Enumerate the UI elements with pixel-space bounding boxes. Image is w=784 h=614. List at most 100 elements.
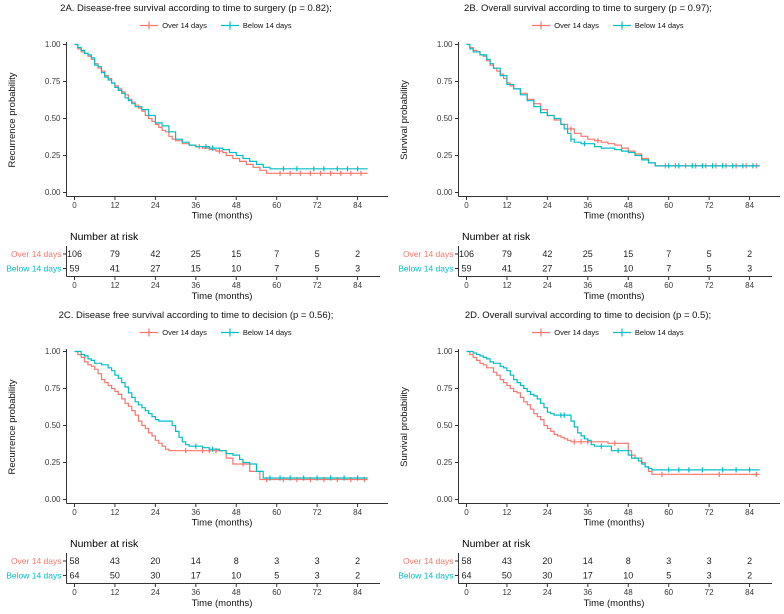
svg-text:0.25: 0.25: [45, 151, 61, 160]
svg-text:0: 0: [464, 508, 469, 517]
svg-text:0.50: 0.50: [437, 114, 453, 123]
svg-text:60: 60: [664, 508, 673, 517]
svg-text:Over 14 days: Over 14 days: [403, 249, 454, 259]
svg-text:48: 48: [624, 281, 633, 290]
svg-text:60: 60: [272, 201, 281, 210]
svg-text:3: 3: [747, 264, 752, 274]
svg-text:0.50: 0.50: [437, 421, 453, 430]
svg-text:72: 72: [705, 281, 714, 290]
svg-text:42: 42: [542, 249, 552, 259]
svg-text:48: 48: [232, 201, 241, 210]
legend-item-over-14-days: Over 14 days: [140, 328, 207, 337]
svg-text:24: 24: [543, 588, 552, 597]
svg-text:0.75: 0.75: [45, 384, 61, 393]
svg-text:0.00: 0.00: [45, 188, 61, 197]
svg-text:0: 0: [464, 281, 469, 290]
svg-text:84: 84: [353, 508, 362, 517]
svg-text:84: 84: [353, 201, 362, 210]
panel-2b: 2B. Overall survival according to time t…: [392, 0, 784, 307]
km-plot-2d: 0.00 0.25 0.50 0.75 1.00 Survival probability…: [398, 347, 780, 609]
over-14-days-line-icon: [532, 328, 551, 337]
svg-text:Recurrence probability: Recurrence probability: [7, 379, 18, 474]
svg-text:1.00: 1.00: [437, 347, 453, 356]
svg-text:106: 106: [459, 249, 474, 259]
panel-2c-legend: Over 14 days Below 14 days: [0, 328, 392, 337]
svg-text:15: 15: [623, 249, 633, 259]
svg-text:Number at risk: Number at risk: [462, 538, 531, 550]
svg-text:41: 41: [110, 264, 120, 274]
svg-text:1.00: 1.00: [437, 40, 453, 49]
svg-text:10: 10: [623, 571, 633, 581]
svg-text:0.00: 0.00: [45, 495, 61, 504]
svg-text:30: 30: [150, 571, 160, 581]
below-14-days-line-icon: [220, 21, 239, 30]
svg-text:Number at risk: Number at risk: [70, 538, 139, 550]
svg-text:24: 24: [151, 201, 160, 210]
svg-text:72: 72: [705, 588, 714, 597]
svg-text:8: 8: [234, 556, 239, 566]
svg-text:24: 24: [151, 508, 160, 517]
svg-text:60: 60: [664, 588, 673, 597]
svg-text:8: 8: [626, 556, 631, 566]
svg-text:12: 12: [110, 281, 119, 290]
legend-label-over: Over 14 days: [554, 328, 599, 337]
svg-text:43: 43: [110, 556, 120, 566]
svg-text:72: 72: [313, 588, 322, 597]
svg-text:14: 14: [583, 556, 593, 566]
svg-text:7: 7: [274, 264, 279, 274]
svg-text:3: 3: [315, 571, 320, 581]
km-plot-2c: 0.00 0.25 0.50 0.75 1.00 Recurrence probabili…: [6, 347, 388, 609]
svg-text:Time (months): Time (months): [192, 211, 253, 222]
svg-text:48: 48: [624, 201, 633, 210]
legend-item-over-14-days: Over 14 days: [532, 21, 599, 30]
svg-text:0: 0: [72, 281, 77, 290]
svg-text:0: 0: [464, 201, 469, 210]
svg-text:Over 14 days: Over 14 days: [403, 556, 454, 566]
svg-text:60: 60: [272, 281, 281, 290]
svg-text:7: 7: [666, 249, 671, 259]
svg-text:48: 48: [232, 588, 241, 597]
svg-text:1.00: 1.00: [45, 40, 61, 49]
svg-text:72: 72: [313, 201, 322, 210]
svg-text:Time (months): Time (months): [584, 291, 645, 302]
svg-text:3: 3: [666, 556, 671, 566]
svg-text:0.50: 0.50: [45, 114, 61, 123]
svg-text:Over 14 days: Over 14 days: [11, 249, 62, 259]
svg-text:0.75: 0.75: [437, 77, 453, 86]
svg-text:84: 84: [353, 281, 362, 290]
svg-text:12: 12: [502, 201, 511, 210]
svg-text:48: 48: [232, 508, 241, 517]
over-14-days-line-icon: [532, 21, 551, 30]
svg-text:0.25: 0.25: [437, 458, 453, 467]
over-14-days-line-icon: [140, 21, 159, 30]
svg-text:12: 12: [502, 588, 511, 597]
svg-text:24: 24: [543, 201, 552, 210]
svg-text:Below 14 days: Below 14 days: [398, 264, 453, 274]
svg-text:5: 5: [707, 264, 712, 274]
svg-text:2: 2: [747, 249, 752, 259]
svg-text:30: 30: [542, 571, 552, 581]
svg-text:84: 84: [745, 201, 754, 210]
svg-text:17: 17: [583, 571, 593, 581]
svg-text:Number at risk: Number at risk: [70, 231, 139, 243]
svg-text:36: 36: [583, 508, 592, 517]
svg-text:12: 12: [110, 508, 119, 517]
svg-text:42: 42: [150, 249, 160, 259]
panel-2a: 2A. Disease-free survival according to t…: [0, 0, 392, 307]
svg-text:72: 72: [705, 508, 714, 517]
svg-text:20: 20: [542, 556, 552, 566]
below-14-days-line-icon: [220, 328, 239, 337]
svg-text:48: 48: [624, 588, 633, 597]
svg-text:43: 43: [502, 556, 512, 566]
svg-text:72: 72: [313, 508, 322, 517]
svg-text:0: 0: [72, 508, 77, 517]
svg-text:36: 36: [583, 201, 592, 210]
svg-text:0.00: 0.00: [437, 188, 453, 197]
panel-2b-legend: Over 14 days Below 14 days: [392, 21, 784, 30]
svg-text:Recurrence probability: Recurrence probability: [7, 72, 18, 167]
svg-text:17: 17: [191, 571, 201, 581]
below-14-days-line-icon: [612, 328, 631, 337]
svg-text:24: 24: [151, 588, 160, 597]
svg-text:12: 12: [110, 201, 119, 210]
